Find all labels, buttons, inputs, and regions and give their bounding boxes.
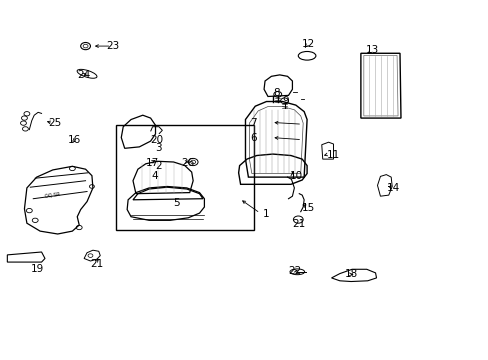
Text: 9: 9 (282, 96, 289, 106)
Text: 4: 4 (151, 171, 158, 181)
Text: 21: 21 (292, 219, 305, 229)
Text: 20: 20 (150, 135, 163, 145)
Text: 7: 7 (250, 118, 257, 128)
Text: 23: 23 (106, 41, 120, 51)
Text: 19: 19 (30, 264, 43, 274)
Text: 10: 10 (289, 171, 302, 181)
Text: 26: 26 (181, 158, 194, 168)
Text: 25: 25 (48, 118, 61, 128)
Bar (116, 125, 254, 230)
Text: 13: 13 (365, 45, 378, 55)
Text: 18: 18 (344, 269, 357, 279)
Text: 11: 11 (326, 150, 339, 160)
Text: OQ SR: OQ SR (45, 192, 61, 199)
Text: 22: 22 (288, 266, 301, 276)
Text: 24: 24 (77, 70, 90, 80)
Text: 5: 5 (173, 198, 180, 208)
Text: 2: 2 (155, 161, 162, 171)
Text: 15: 15 (302, 203, 315, 213)
Text: 6: 6 (250, 132, 257, 143)
Text: 17: 17 (145, 158, 159, 168)
Text: 1: 1 (263, 209, 269, 219)
Text: 16: 16 (67, 135, 81, 145)
Text: 14: 14 (386, 183, 400, 193)
Text: 8: 8 (272, 88, 279, 98)
Text: 3: 3 (155, 143, 162, 153)
Text: 12: 12 (302, 39, 315, 49)
Text: 21: 21 (90, 258, 103, 269)
